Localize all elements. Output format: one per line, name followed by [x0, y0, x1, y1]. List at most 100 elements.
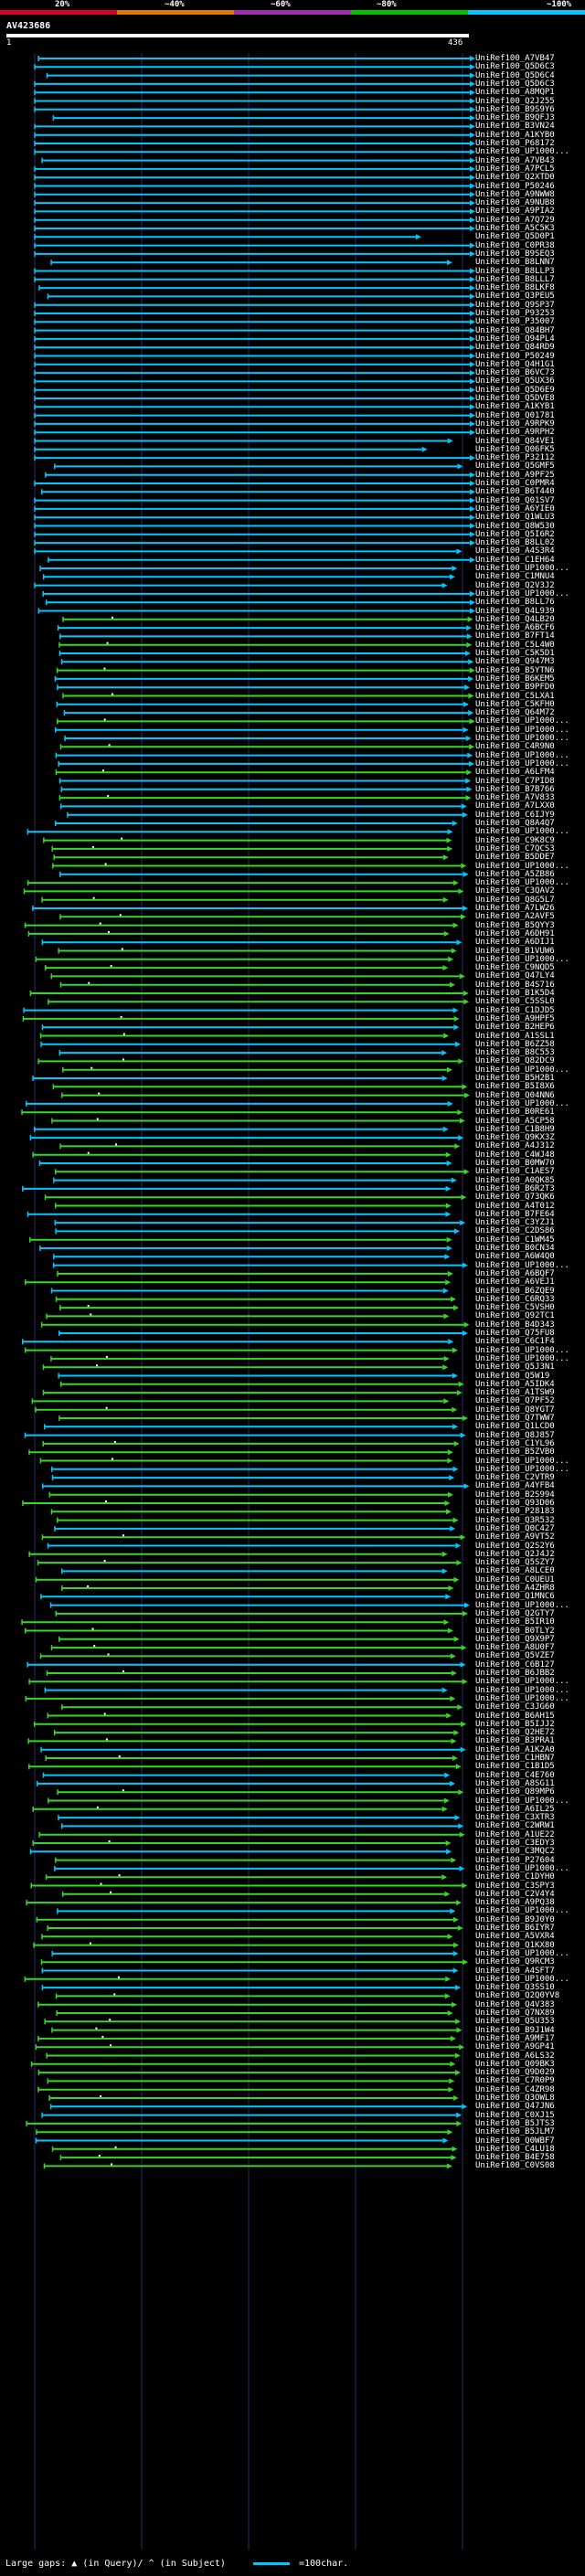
alignment-row[interactable]	[21, 1339, 454, 1345]
hit-label[interactable]: UniRef100_B6AH15	[475, 1711, 555, 1721]
hit-label[interactable]: UniRef100_A9HPF5	[475, 1013, 555, 1023]
hit-label[interactable]: UniRef100_A6W4Q0	[475, 1252, 555, 1262]
alignment-row[interactable]	[41, 1483, 470, 1489]
hit-label[interactable]: UniRef100_C5LXA1	[475, 691, 555, 701]
hit-label[interactable]: UniRef100_Q5W19	[475, 1371, 550, 1381]
alignment-row[interactable]	[59, 1305, 459, 1311]
alignment-row[interactable]	[59, 803, 467, 810]
hit-label[interactable]: UniRef100_Q0C427	[475, 1523, 555, 1533]
alignment-row[interactable]	[57, 718, 475, 725]
alignment-row[interactable]	[34, 455, 475, 461]
hit-label[interactable]: UniRef100_A9VT52	[475, 1532, 555, 1542]
hit-label[interactable]: UniRef100_Q2J255	[475, 96, 555, 106]
hit-label[interactable]: UniRef100_Q5UX36	[475, 376, 555, 387]
hit-label[interactable]: UniRef100_B4S716	[475, 980, 555, 990]
hit-label[interactable]: UniRef100_UP1000...	[475, 1098, 569, 1108]
hit-label[interactable]: UniRef100_Q9X9P7	[475, 1634, 555, 1644]
hit-label[interactable]: UniRef100_C3XTR3	[475, 1813, 555, 1823]
hit-label[interactable]: UniRef100_A9RPK9	[475, 419, 555, 429]
hit-label[interactable]: UniRef100_Q1WLU3	[475, 513, 555, 523]
hit-label[interactable]: UniRef100_B5QYY3	[475, 920, 555, 930]
hit-label[interactable]: UniRef100_C1AES7	[475, 1167, 555, 1177]
alignment-row[interactable]	[57, 1789, 464, 1796]
hit-label[interactable]: UniRef100_B5I8X6	[475, 1082, 555, 1092]
alignment-row[interactable]	[50, 1645, 467, 1651]
hit-label[interactable]: UniRef100_UP1000...	[475, 1353, 569, 1363]
hit-label[interactable]: UniRef100_Q8A4Q7	[475, 819, 555, 828]
alignment-row[interactable]	[59, 871, 469, 877]
alignment-row[interactable]	[34, 1126, 449, 1132]
hit-label[interactable]: UniRef100_Q3R532	[475, 1515, 555, 1525]
alignment-row[interactable]	[46, 1313, 450, 1320]
hit-label[interactable]: UniRef100_Q5D6C3	[475, 79, 555, 89]
alignment-row[interactable]	[34, 80, 475, 87]
alignment-row[interactable]	[28, 1551, 448, 1557]
alignment-row[interactable]	[61, 1585, 454, 1591]
hit-label[interactable]: UniRef100_B5DDE7	[475, 853, 555, 863]
alignment-row[interactable]	[22, 1015, 460, 1022]
alignment-row[interactable]	[34, 132, 475, 138]
alignment-row[interactable]	[58, 795, 472, 801]
alignment-row[interactable]	[28, 1764, 462, 1770]
alignment-row[interactable]	[55, 1610, 468, 1617]
alignment-row[interactable]	[37, 608, 475, 614]
alignment-row[interactable]	[41, 1967, 459, 1974]
hit-label[interactable]: UniRef100_Q7TWW7	[475, 1414, 555, 1423]
hit-label[interactable]: UniRef100_B5YTN6	[475, 665, 555, 675]
hit-label[interactable]: UniRef100_C1YL96	[475, 1438, 555, 1448]
hit-label[interactable]: UniRef100_Q09BK3	[475, 2059, 555, 2069]
hit-label[interactable]: UniRef100_Q8G5L7	[475, 895, 555, 905]
alignment-row[interactable]	[34, 327, 475, 334]
hit-label[interactable]: UniRef100_UP1000...	[475, 734, 569, 743]
alignment-row[interactable]	[39, 1653, 456, 1659]
hit-label[interactable]: UniRef100_Q92TC1	[475, 1311, 555, 1321]
hit-label[interactable]: UniRef100_Q93D06	[475, 1499, 555, 1508]
hit-label[interactable]: UniRef100_A1UE22	[475, 1829, 555, 1839]
hit-label[interactable]: UniRef100_A5ZB86	[475, 869, 555, 879]
alignment-row[interactable]	[34, 540, 475, 546]
hit-label[interactable]: UniRef100_UP1000...	[475, 1464, 569, 1474]
alignment-row[interactable]	[24, 1976, 452, 1982]
alignment-row[interactable]	[23, 888, 464, 895]
alignment-row[interactable]	[34, 412, 475, 419]
alignment-row[interactable]	[21, 1619, 450, 1626]
hit-label[interactable]: UniRef100_A2AVF5	[475, 912, 555, 922]
alignment-row[interactable]	[64, 736, 472, 741]
hit-label[interactable]: UniRef100_C1B8H9	[475, 1124, 555, 1134]
alignment-row[interactable]	[35, 1406, 458, 1413]
alignment-row[interactable]	[54, 1169, 470, 1175]
alignment-row[interactable]	[38, 1831, 465, 1838]
hit-label[interactable]: UniRef100_A4T012	[475, 1201, 555, 1211]
alignment-row[interactable]	[55, 752, 473, 758]
hit-label[interactable]: UniRef100_C4LU18	[475, 2144, 555, 2154]
alignment-row[interactable]	[42, 574, 455, 580]
hit-label[interactable]: UniRef100_B4E758	[475, 2153, 555, 2163]
hit-label[interactable]: UniRef100_A4ZHR8	[475, 1584, 555, 1593]
hit-label[interactable]: UniRef100_B5IJJ2	[475, 1719, 555, 1729]
alignment-row[interactable]	[61, 1704, 463, 1711]
hit-label[interactable]: UniRef100_A9PIA2	[475, 207, 555, 217]
alignment-row[interactable]	[62, 616, 473, 622]
hit-label[interactable]: UniRef100_B1VUW6	[475, 946, 555, 956]
alignment-row[interactable]	[59, 914, 466, 920]
alignment-row[interactable]	[51, 1475, 455, 1481]
alignment-row[interactable]	[42, 1772, 451, 1778]
hit-label[interactable]: UniRef100_Q64M72	[475, 708, 555, 718]
hit-label[interactable]: UniRef100_Q9D029	[475, 2068, 555, 2078]
alignment-row[interactable]	[34, 175, 475, 181]
alignment-row[interactable]	[54, 463, 463, 470]
hit-label[interactable]: UniRef100_C0PR38	[475, 240, 555, 250]
hit-label[interactable]: UniRef100_B7FE64	[475, 1209, 555, 1219]
hit-label[interactable]: UniRef100_Q06FK5	[475, 444, 555, 454]
alignment-row[interactable]	[62, 1066, 452, 1073]
hit-label[interactable]: UniRef100_B5IR10	[475, 1617, 555, 1627]
alignment-row[interactable]	[39, 1033, 450, 1039]
hit-label[interactable]: UniRef100_UP1000...	[475, 1345, 569, 1355]
alignment-row[interactable]	[50, 1288, 449, 1294]
alignment-row[interactable]	[40, 1321, 470, 1328]
hit-label[interactable]: UniRef100_C1DJD5	[475, 1005, 555, 1015]
alignment-row[interactable]	[41, 1534, 466, 1541]
alignment-row[interactable]	[55, 1228, 460, 1235]
alignment-row[interactable]	[34, 302, 475, 308]
alignment-row[interactable]	[57, 684, 471, 691]
